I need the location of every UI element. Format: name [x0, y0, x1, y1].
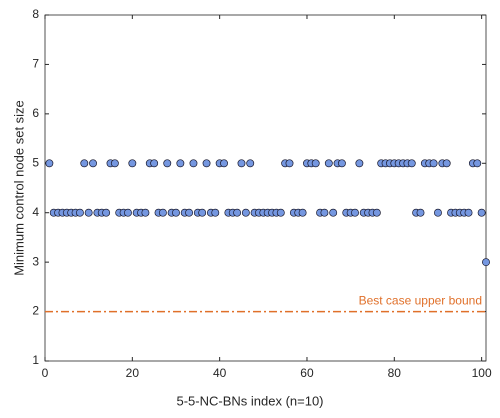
- point: [351, 208, 359, 217]
- x-tick-label: 60: [300, 366, 314, 380]
- point: [241, 208, 250, 217]
- point: [150, 159, 159, 168]
- point: [355, 159, 364, 168]
- x-tick-label: 20: [126, 366, 140, 380]
- y-tick-label: 6: [32, 106, 39, 120]
- point: [237, 159, 246, 168]
- x-tick-label: 40: [213, 366, 227, 380]
- reference-label: Best case upper bound: [359, 294, 482, 308]
- y-tick-label: 1: [32, 353, 39, 367]
- point: [211, 208, 220, 217]
- y-tick-label: 7: [32, 57, 39, 71]
- point: [372, 208, 381, 217]
- point: [442, 159, 451, 168]
- point: [320, 208, 329, 217]
- point: [434, 208, 442, 217]
- point: [75, 208, 84, 217]
- point: [124, 208, 132, 217]
- point: [198, 208, 207, 217]
- point: [416, 208, 425, 217]
- plot-frame: [44, 14, 487, 362]
- x-tick-label: 0: [42, 366, 49, 380]
- y-tick-label: 4: [32, 205, 39, 219]
- x-tick-label: 100: [472, 366, 492, 380]
- point: [276, 208, 285, 217]
- point: [311, 159, 320, 168]
- point: [329, 208, 338, 217]
- y-tick-label: 5: [32, 155, 39, 169]
- point: [176, 159, 185, 168]
- point: [429, 159, 438, 168]
- y-tick-label: 2: [32, 304, 39, 318]
- point: [337, 159, 346, 168]
- point: [84, 208, 93, 217]
- point: [407, 159, 416, 168]
- point: [233, 208, 242, 217]
- point: [45, 159, 54, 168]
- point: [185, 208, 194, 217]
- x-axis-label: 5-5-NC-BNs index (n=10): [176, 393, 323, 408]
- point: [246, 159, 255, 168]
- point: [80, 159, 89, 168]
- point: [202, 159, 211, 168]
- point: [89, 159, 97, 168]
- point: [285, 159, 294, 168]
- point: [473, 159, 482, 168]
- point: [464, 208, 473, 217]
- point: [324, 159, 333, 168]
- point: [189, 159, 198, 168]
- point: [141, 208, 150, 217]
- point: [482, 258, 490, 267]
- x-tick-label: 80: [388, 366, 402, 380]
- point: [102, 208, 111, 217]
- point: [128, 159, 137, 168]
- point: [163, 159, 172, 168]
- point: [477, 208, 486, 217]
- y-tick-label: 8: [32, 7, 39, 21]
- point: [172, 208, 180, 217]
- point: [220, 159, 228, 168]
- point: [110, 159, 119, 168]
- y-tick-label: 3: [32, 254, 39, 268]
- point: [298, 208, 307, 217]
- y-axis-label: Minimum control node set size: [11, 100, 26, 276]
- point: [158, 208, 167, 217]
